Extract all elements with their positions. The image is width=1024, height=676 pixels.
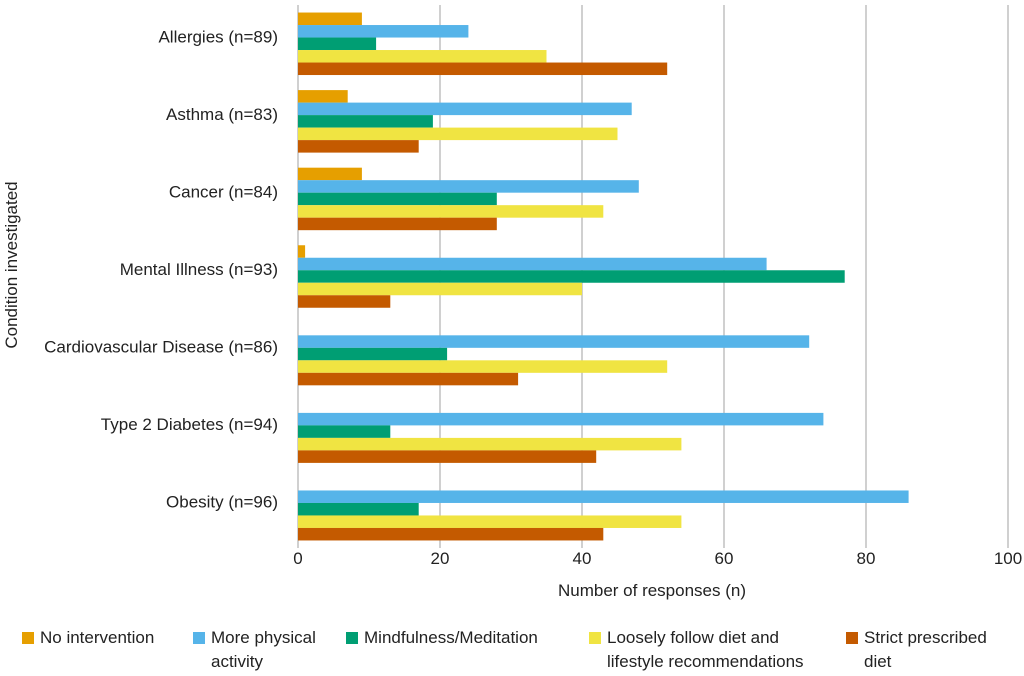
legend-swatch — [589, 632, 601, 644]
legend-item-mindfulness: Mindfulness/Meditation — [346, 626, 576, 650]
legend-item-no-intervention: No intervention — [22, 626, 192, 650]
bar — [298, 282, 582, 296]
bar — [298, 37, 377, 51]
bar — [298, 335, 810, 348]
category-label: Cardiovascular Disease (n=86) — [44, 338, 278, 357]
category-label: Obesity (n=96) — [166, 493, 278, 512]
bar — [298, 205, 604, 218]
legend-label-line2: lifestyle recommendations — [607, 652, 804, 671]
bar — [298, 450, 597, 463]
category-label: Type 2 Diabetes (n=94) — [101, 415, 278, 434]
legend-item-more-physical-activity: More physical activity — [193, 626, 353, 674]
bar — [298, 217, 497, 231]
bar — [298, 515, 682, 528]
bar — [298, 360, 668, 373]
bar — [298, 90, 348, 103]
category-label: Cancer (n=84) — [169, 182, 278, 201]
bar — [298, 295, 391, 308]
legend-label: No intervention — [40, 628, 155, 647]
legend-label: Loosely follow diet and — [607, 628, 780, 647]
bar — [298, 12, 362, 26]
bar — [298, 437, 682, 451]
legend-item-strict-prescribed-diet: Strict prescribed diet — [846, 626, 1016, 674]
legend-swatch — [22, 632, 34, 644]
bar — [298, 192, 497, 206]
legend-item-loosely-follow-diet: Loosely follow diet and lifestyle recomm… — [589, 626, 839, 674]
bar — [298, 425, 391, 438]
category-labels: Allergies (n=89) Asthma (n=83) Cancer (n=8… — [44, 27, 278, 511]
category-label: Allergies (n=89) — [158, 27, 278, 46]
y-axis-title: Condition investigated — [2, 181, 21, 348]
legend-label: More physical — [211, 628, 316, 647]
legend: No intervention More physical activity M… — [0, 626, 1024, 676]
bar — [298, 257, 767, 271]
bar — [298, 115, 433, 128]
bar — [298, 490, 909, 503]
legend-label: Mindfulness/Meditation — [364, 628, 538, 647]
legend-label-line2: diet — [864, 652, 892, 671]
x-tick-label: 0 — [293, 549, 302, 568]
category-label: Mental Illness (n=93) — [120, 260, 278, 279]
x-tick-label: 80 — [857, 549, 876, 568]
bar — [298, 127, 618, 141]
bar — [298, 527, 604, 541]
legend-label: Strict prescribed — [864, 628, 987, 647]
legend-swatch — [193, 632, 205, 644]
bar — [298, 270, 845, 283]
x-tick-labels: 0 20 40 60 80 100 — [293, 549, 1022, 568]
x-tick-label: 60 — [715, 549, 734, 568]
bar — [298, 167, 362, 181]
bar — [298, 180, 639, 193]
bar-chart: Allergies (n=89) Asthma (n=83) Cancer (n=8… — [2, 5, 1022, 600]
bar — [298, 412, 824, 426]
bar — [298, 25, 469, 38]
legend-swatch — [846, 632, 858, 644]
x-tick-label: 40 — [573, 549, 592, 568]
bars — [298, 12, 909, 541]
bar — [298, 50, 547, 63]
bar — [298, 372, 519, 386]
bar — [298, 62, 668, 76]
x-tick-label: 20 — [431, 549, 450, 568]
x-axis-title: Number of responses (n) — [558, 581, 746, 600]
bar — [298, 347, 448, 361]
bar — [298, 140, 419, 153]
x-tick-label: 100 — [994, 549, 1022, 568]
bar — [298, 245, 306, 258]
category-label: Asthma (n=83) — [166, 105, 278, 124]
legend-label-line2: activity — [211, 652, 263, 671]
bar — [298, 502, 419, 516]
legend-swatch — [346, 632, 358, 644]
bar — [298, 102, 632, 116]
